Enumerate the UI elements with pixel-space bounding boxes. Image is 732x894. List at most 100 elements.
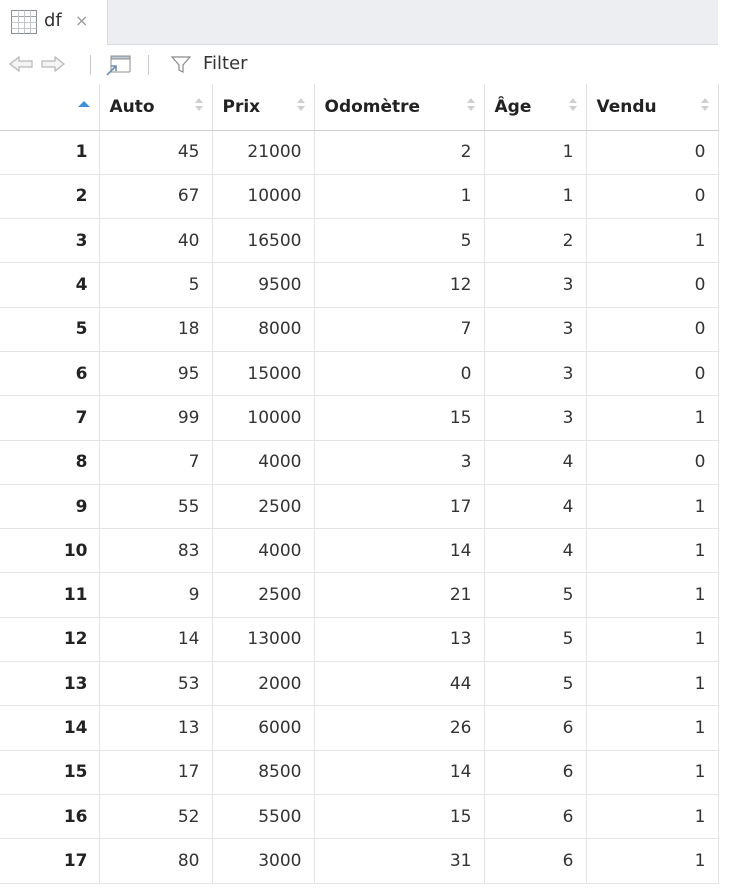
row-number: 1 xyxy=(0,130,100,175)
table-row: 15 17 8500 14 6 1 xyxy=(0,750,719,795)
table-cell: 40 xyxy=(99,218,213,264)
table-cell: 15000 xyxy=(212,351,315,397)
row-number: 9 xyxy=(0,484,100,530)
table-cell: 4000 xyxy=(212,440,315,485)
table-cell: 15 xyxy=(314,395,485,441)
table-cell: 4 xyxy=(484,440,587,485)
table-cell: 14 xyxy=(314,750,485,795)
row-number: 4 xyxy=(0,262,100,308)
table-cell: 2 xyxy=(484,218,587,264)
column-header-label: Odomètre xyxy=(324,96,421,117)
table-row: 1 45 21000 2 1 0 xyxy=(0,130,719,175)
row-number: 14 xyxy=(0,705,100,751)
sort-icon xyxy=(466,98,475,114)
table-row: 9 55 2500 17 4 1 xyxy=(0,484,719,530)
table-row: 6 95 15000 0 3 0 xyxy=(0,351,719,397)
table-cell: 95 xyxy=(99,351,213,397)
table-cell: 16500 xyxy=(212,218,315,264)
table-row: 16 52 5500 15 6 1 xyxy=(0,794,719,840)
table-cell: 3 xyxy=(484,395,587,441)
column-header-auto[interactable]: Auto xyxy=(99,84,213,131)
table-cell: 6000 xyxy=(212,705,315,751)
table-cell: 13 xyxy=(99,705,213,751)
table-cell: 1 xyxy=(586,750,719,795)
header-row: Auto Prix Odomètre Âge Vendu xyxy=(0,84,719,131)
row-number: 3 xyxy=(0,218,100,264)
forward-arrow-icon[interactable] xyxy=(40,54,66,78)
column-header-odometre[interactable]: Odomètre xyxy=(314,84,485,131)
table-cell: 0 xyxy=(586,174,719,220)
column-header-prix[interactable]: Prix xyxy=(212,84,315,131)
close-icon[interactable]: × xyxy=(75,11,89,30)
table-row: 8 7 4000 3 4 0 xyxy=(0,440,719,485)
column-header-vendu[interactable]: Vendu xyxy=(586,84,719,131)
table-cell: 7 xyxy=(314,307,485,352)
table-cell: 12 xyxy=(314,262,485,308)
tab-bar: df × xyxy=(0,0,718,45)
table-cell: 0 xyxy=(586,130,719,175)
table-cell: 6 xyxy=(484,794,587,840)
toolbar: Filter xyxy=(0,45,718,85)
row-number: 2 xyxy=(0,174,100,220)
filter-icon[interactable] xyxy=(170,56,192,78)
table-row: 5 18 8000 7 3 0 xyxy=(0,307,719,352)
table-cell: 8000 xyxy=(212,307,315,352)
popout-window-icon[interactable] xyxy=(104,53,132,81)
row-number: 7 xyxy=(0,395,100,441)
tab-label: df xyxy=(44,10,62,31)
table-body: 1 45 21000 2 1 0 2 67 10000 1 1 0 3 40 16500 5 2 1 4 5 9500 1… xyxy=(0,130,719,884)
table-cell: 1 xyxy=(586,705,719,751)
row-number: 15 xyxy=(0,750,100,795)
table-cell: 6 xyxy=(484,705,587,751)
row-number-header[interactable] xyxy=(0,84,100,131)
table-cell: 31 xyxy=(314,838,485,884)
table-cell: 17 xyxy=(99,750,213,795)
back-arrow-icon[interactable] xyxy=(8,54,34,78)
sort-icon xyxy=(568,98,577,114)
table-cell: 21000 xyxy=(212,130,315,175)
table-cell: 5 xyxy=(484,661,587,707)
table-cell: 10000 xyxy=(212,395,315,441)
table-cell: 5 xyxy=(99,262,213,308)
table-row: 3 40 16500 5 2 1 xyxy=(0,218,719,264)
table-cell: 26 xyxy=(314,705,485,751)
sort-icon xyxy=(700,98,709,114)
column-header-age[interactable]: Âge xyxy=(484,84,587,131)
table-cell: 55 xyxy=(99,484,213,530)
row-number: 16 xyxy=(0,794,100,840)
table-row: 12 14 13000 13 5 1 xyxy=(0,617,719,663)
table-row: 7 99 10000 15 3 1 xyxy=(0,395,719,441)
table-cell: 6 xyxy=(484,838,587,884)
table-row: 2 67 10000 1 1 0 xyxy=(0,174,719,220)
toolbar-separator xyxy=(90,55,91,75)
table-cell: 99 xyxy=(99,395,213,441)
column-header-label: Âge xyxy=(494,96,532,117)
table-cell: 1 xyxy=(586,528,719,574)
table-cell: 2 xyxy=(314,130,485,175)
row-number: 5 xyxy=(0,307,100,352)
table-cell: 5 xyxy=(484,617,587,663)
row-number: 6 xyxy=(0,351,100,397)
filter-button[interactable]: Filter xyxy=(203,53,248,74)
table-cell: 3 xyxy=(484,307,587,352)
table-cell: 3 xyxy=(484,351,587,397)
table-cell: 0 xyxy=(586,440,719,485)
table-cell: 1 xyxy=(586,218,719,264)
data-table: Auto Prix Odomètre Âge Vendu xyxy=(0,84,719,884)
table-cell: 15 xyxy=(314,794,485,840)
column-header-label: Vendu xyxy=(596,96,657,117)
table-cell: 45 xyxy=(99,130,213,175)
table-cell: 80 xyxy=(99,838,213,884)
table-cell: 52 xyxy=(99,794,213,840)
row-number: 13 xyxy=(0,661,100,707)
row-number: 8 xyxy=(0,440,100,485)
table-cell: 1 xyxy=(586,661,719,707)
table-cell: 3 xyxy=(484,262,587,308)
tab-df[interactable]: df × xyxy=(0,0,108,45)
row-number: 17 xyxy=(0,838,100,884)
row-number: 10 xyxy=(0,528,100,574)
table-cell: 7 xyxy=(99,440,213,485)
table-cell: 4 xyxy=(484,528,587,574)
table-cell: 0 xyxy=(586,307,719,352)
table-cell: 13 xyxy=(314,617,485,663)
